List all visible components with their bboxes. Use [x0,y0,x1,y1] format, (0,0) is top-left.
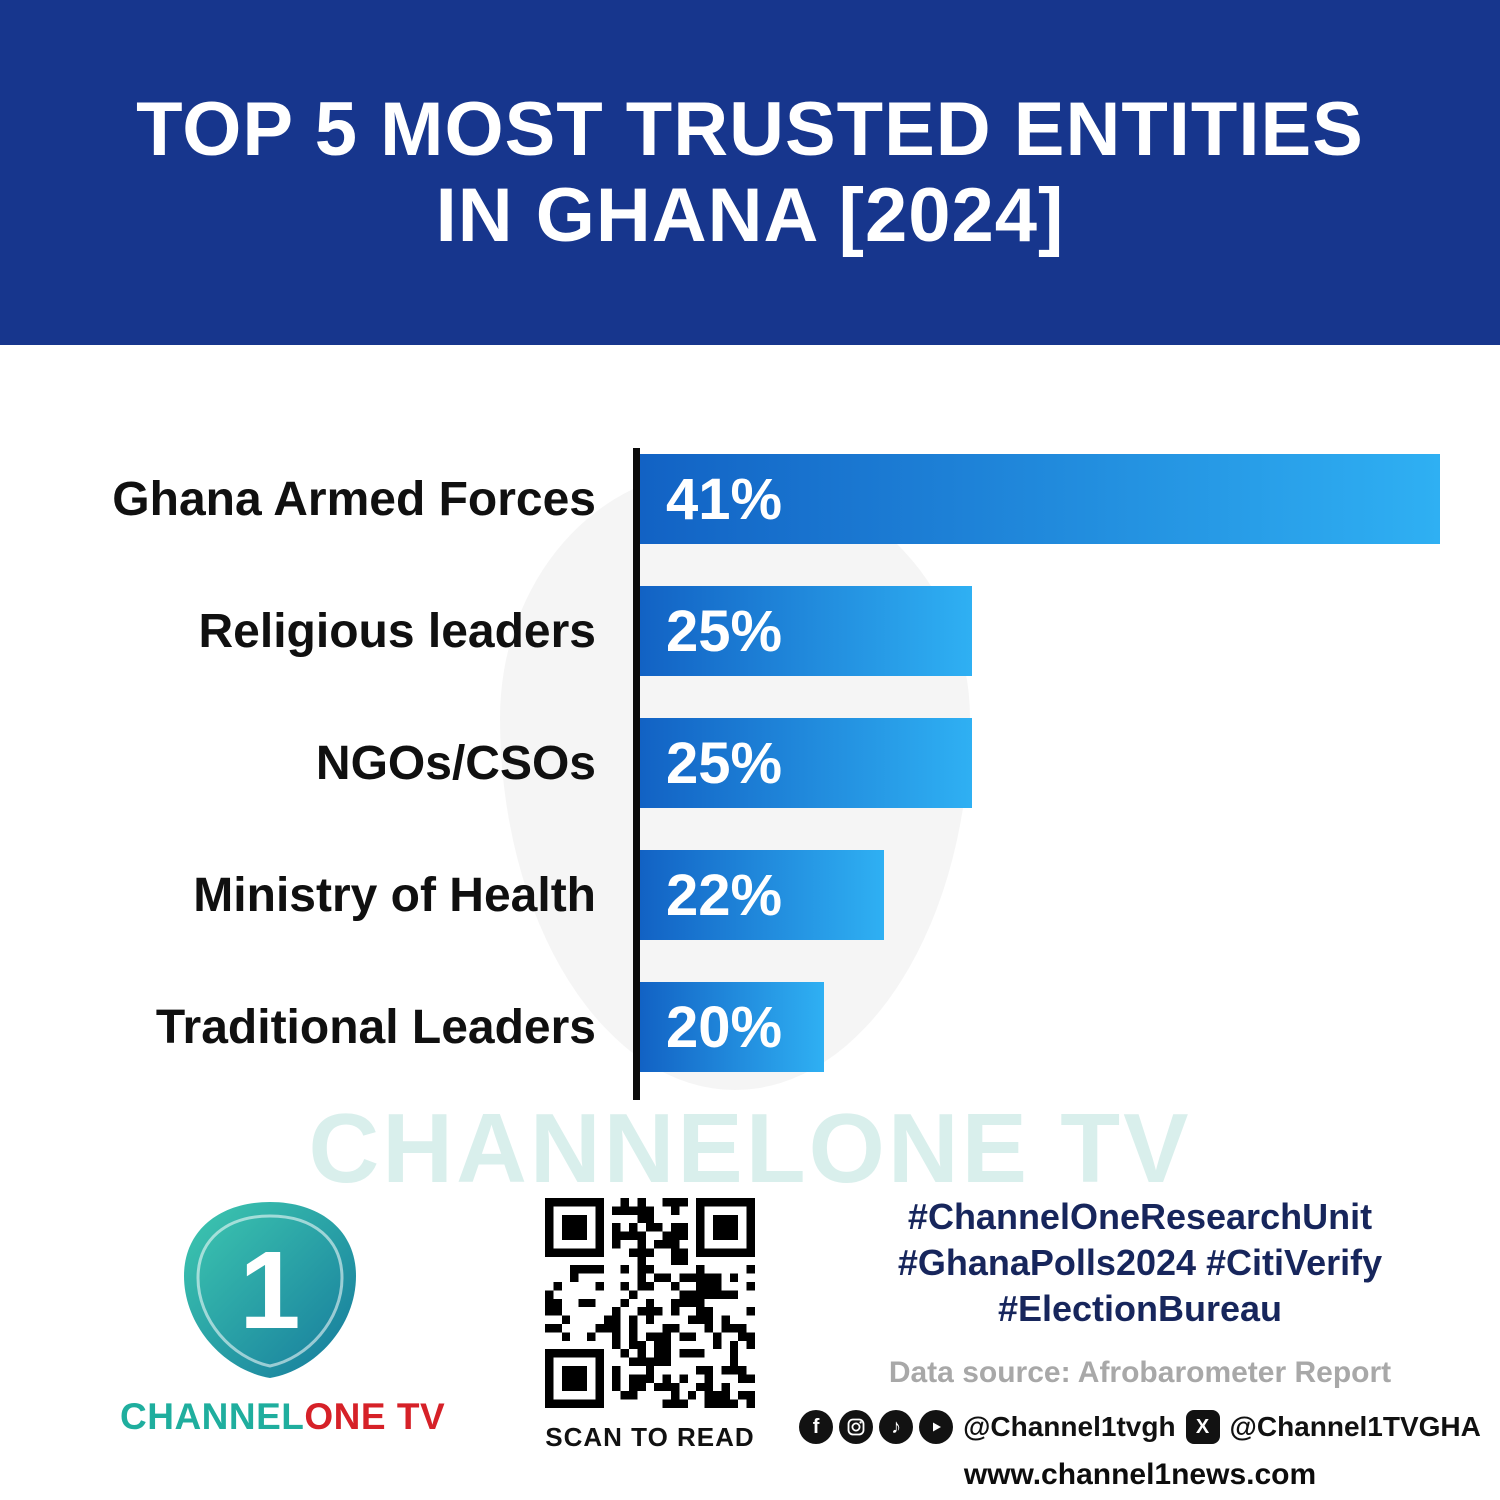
bar: 22% [640,850,884,940]
bar-category-label: NGOs/CSOs [315,736,596,790]
bar: 20% [640,982,824,1072]
bar-value-label: 20% [666,994,783,1060]
y-axis-line [633,448,640,1100]
bar: 25% [640,718,972,808]
hashtag-line2: #GhanaPolls2024 #CitiVerify [897,1242,1383,1283]
data-source: Data source: Afrobarometer Report [888,1356,1392,1389]
info-block: #ChannelOneResearchUnit #GhanaPolls2024 … [799,1194,1481,1492]
hashtags: #ChannelOneResearchUnit #GhanaPolls2024 … [860,1194,1420,1332]
bar-category-label: Ministry of Health [193,868,596,922]
facebook-icon[interactable]: f [799,1410,834,1444]
page-title-line1: TOP 5 MOST TRUSTED ENTITIES [136,87,1364,173]
bar-row: Ghana Armed Forces 41% [0,454,1500,544]
footer: 1 CHANNELONE TV SCAN TO READ #ChannelOne… [0,1180,1500,1500]
social-icons-group: f ♪ [799,1410,954,1444]
bar-row: Ministry of Health 22% [0,850,1500,940]
tiktok-icon[interactable]: ♪ [879,1410,914,1444]
brand-watermark: CHANNELONE TV [308,1093,1192,1203]
header-banner: TOP 5 MOST TRUSTED ENTITIES IN GHANA [20… [0,0,1500,345]
bar-value-label: 25% [666,598,783,664]
bar-chart: Ghana Armed Forces 41% Religious leaders 25… [0,440,1500,1110]
brand-one-tv: ONE TV [304,1396,446,1437]
bar-value-label: 41% [666,466,783,532]
social-handle-2[interactable]: @Channel1TVGHA [1229,1411,1481,1442]
channel-one-logo-block: 1 CHANNELONE TV [120,1190,445,1438]
x-icon[interactable]: X [1185,1410,1220,1444]
brand-wordmark: CHANNELONE TV [120,1396,445,1438]
bar-value-label: 25% [666,730,783,796]
qr-caption: SCAN TO READ [545,1422,755,1452]
bar-row: Religious leaders 25% [0,586,1500,676]
qr-block: SCAN TO READ [540,1198,760,1453]
bar-row: NGOs/CSOs 25% [0,718,1500,808]
channel-one-logo-icon: 1 [184,1202,356,1378]
instagram-icon[interactable] [839,1410,874,1444]
bar-category-label: Religious leaders [198,604,596,658]
hashtag-line1: #ChannelOneResearchUnit [907,1196,1373,1237]
website-url[interactable]: www.channel1news.com [963,1458,1317,1491]
logo-digit: 1 [239,1229,300,1352]
bar: 41% [640,454,1440,544]
social-row: f ♪ @Channel1tvgh X @Channel1 [799,1410,1481,1444]
youtube-icon[interactable] [919,1410,954,1444]
hashtag-line3: #ElectionBureau [997,1288,1283,1329]
brand-channel: CHANNEL [120,1396,305,1437]
qr-code[interactable] [545,1198,755,1408]
bar: 25% [640,586,972,676]
bar-category-label: Ghana Armed Forces [112,472,596,526]
bar-row: Traditional Leaders 20% [0,982,1500,1072]
bar-value-label: 22% [666,862,783,928]
bar-category-label: Traditional Leaders [155,1000,596,1054]
page-title-line2: IN GHANA [2024] [435,172,1065,258]
social-handle-1[interactable]: @Channel1tvgh [963,1411,1176,1442]
